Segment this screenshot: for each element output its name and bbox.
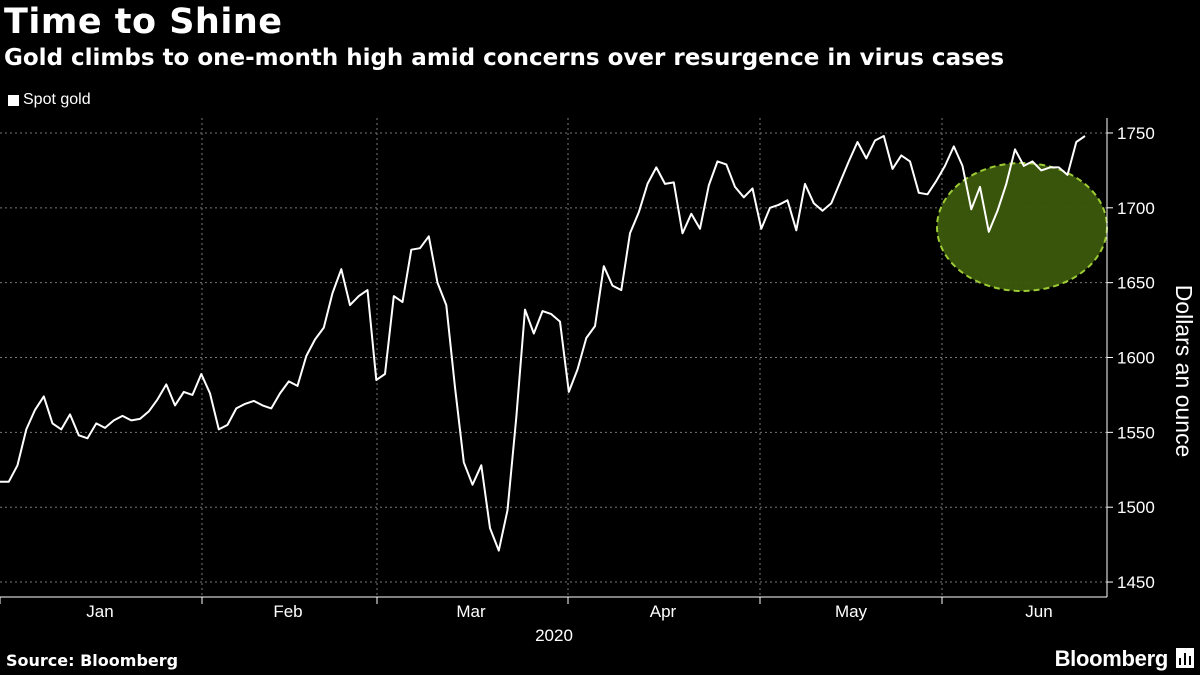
- x-tick-label: Jan: [86, 602, 113, 621]
- bloomberg-chart-icon: [1176, 648, 1194, 668]
- grid-lines: [0, 118, 1107, 597]
- x-tick-label: May: [835, 602, 868, 621]
- x-tick-label: Mar: [456, 602, 486, 621]
- x-tick-label: Feb: [273, 602, 302, 621]
- axes: [0, 118, 1113, 604]
- chart-title: Time to Shine: [4, 2, 283, 42]
- x-axis-title: 2020: [535, 626, 573, 645]
- y-tick-label: 1500: [1117, 498, 1155, 517]
- y-axis-title: Dollars an ounce: [1171, 285, 1197, 458]
- series-line-spot-gold: [0, 135, 1086, 552]
- highlight-circle: [936, 162, 1108, 292]
- series-layer: [0, 135, 1086, 552]
- y-tick-label: 1550: [1117, 423, 1155, 442]
- y-tick-label: 1650: [1117, 274, 1155, 293]
- legend-swatch: [8, 94, 19, 106]
- chart-subtitle: Gold climbs to one-month high amid conce…: [4, 45, 1005, 71]
- brand-logo: Bloomberg: [1054, 646, 1169, 671]
- x-tick-label: Apr: [650, 602, 677, 621]
- y-tick-label: 1750: [1117, 124, 1155, 143]
- source-note: Source: Bloomberg: [6, 651, 179, 670]
- y-tick-label: 1450: [1117, 573, 1155, 592]
- legend-label: Spot gold: [23, 91, 91, 108]
- highlight-annotation: [936, 162, 1108, 292]
- x-tick-label: Jun: [1025, 602, 1052, 621]
- axis-labels: 1450 1500 1550 1600 1650 1700 1750 Jan Feb Mar Apr…: [86, 124, 1197, 645]
- y-tick-label: 1700: [1117, 199, 1155, 218]
- y-tick-label: 1600: [1117, 349, 1155, 368]
- legend: Spot gold: [8, 91, 91, 109]
